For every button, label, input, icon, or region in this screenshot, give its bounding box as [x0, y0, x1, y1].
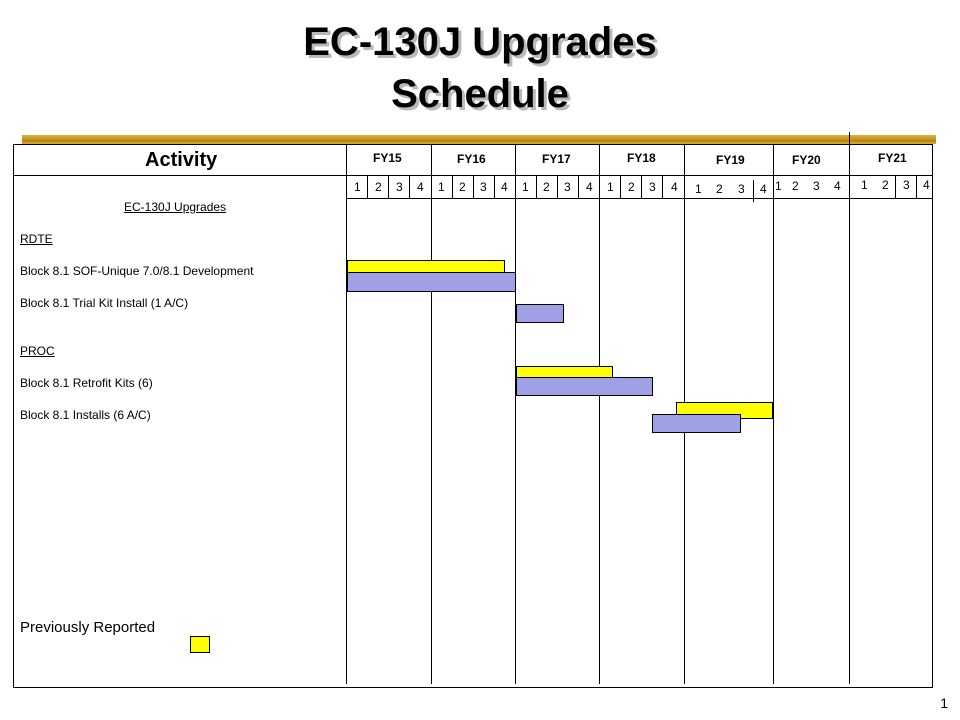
rdte-heading: RDTE [20, 232, 53, 246]
row-block81-trial-kit: Block 8.1 Trial Kit Install (1 A/C) [20, 296, 189, 310]
schedule-frame [13, 144, 933, 688]
quarter-label: 4 [417, 180, 424, 194]
page-subtitle: Schedule [391, 72, 569, 116]
quarter-label: 3 [813, 179, 820, 193]
header-divider [13, 175, 346, 176]
fy-label: FY16 [457, 152, 486, 166]
fy-divider [431, 144, 432, 684]
quarter-label: 2 [543, 180, 550, 194]
fy-label: FY17 [542, 152, 571, 166]
activity-header: Activity [145, 149, 218, 171]
row-block81-installs: Block 8.1 Installs (6 A/C) [20, 408, 151, 422]
quarter-divider [916, 176, 917, 198]
fy-divider [515, 144, 516, 684]
quarter-divider [536, 176, 537, 198]
quarter-label: 3 [738, 182, 745, 196]
title-divider-shadow [22, 142, 936, 144]
quarter-label: 2 [792, 179, 799, 193]
current-bar-retrofit-kits [516, 377, 653, 396]
quarter-label: 3 [396, 180, 403, 194]
fy-label: FY19 [716, 153, 745, 167]
quarter-row-divider [346, 198, 933, 199]
fy-divider [849, 132, 850, 684]
quarter-divider [895, 176, 896, 198]
quarter-label: 1 [861, 178, 868, 192]
fy-divider [599, 144, 600, 684]
quarter-divider [473, 176, 474, 198]
quarter-divider [367, 176, 368, 198]
section-title: EC-130J Upgrades [124, 200, 227, 214]
quarter-label: 2 [375, 180, 382, 194]
quarter-label: 2 [882, 178, 889, 192]
quarter-divider [388, 176, 389, 198]
legend-label: Previously Reported [20, 619, 156, 636]
quarter-label: 3 [903, 178, 910, 192]
quarter-label: 4 [671, 180, 678, 194]
quarter-divider [620, 176, 621, 198]
fy-label: FY15 [373, 151, 402, 165]
current-bar-installs [652, 414, 741, 433]
quarter-label: 4 [586, 180, 593, 194]
quarter-label: 4 [501, 180, 508, 194]
quarter-divider [409, 176, 410, 198]
activity-column-divider [346, 144, 347, 684]
quarter-divider [641, 176, 642, 198]
quarter-label: 1 [775, 179, 782, 193]
page-number: 1 [940, 695, 948, 711]
quarter-divider [578, 176, 579, 198]
quarter-divider [753, 180, 754, 202]
fy-divider [773, 144, 774, 684]
fy-header-divider [346, 175, 933, 176]
quarter-label: 1 [354, 180, 361, 194]
page-title: EC-130J Upgrades [303, 20, 657, 64]
quarter-label: 1 [695, 182, 702, 196]
row-block81-retrofit-kits: Block 8.1 Retrofit Kits (6) [20, 376, 153, 390]
quarter-label: 1 [607, 180, 614, 194]
quarter-label: 3 [564, 180, 571, 194]
quarter-divider [494, 176, 495, 198]
quarter-label: 1 [438, 180, 445, 194]
fy-label: FY18 [627, 151, 656, 165]
quarter-label: 3 [480, 180, 487, 194]
quarter-divider [662, 176, 663, 198]
quarter-divider [452, 176, 453, 198]
current-bar-development [347, 272, 516, 292]
row-block81-development: Block 8.1 SOF-Unique 7.0/8.1 Development [20, 264, 254, 278]
fy-label: FY20 [792, 153, 821, 167]
quarter-label: 4 [834, 179, 841, 193]
proc-heading: PROC [20, 344, 55, 358]
quarter-label: 2 [459, 180, 466, 194]
quarter-label: 2 [716, 182, 723, 196]
title-divider [22, 135, 936, 142]
quarter-divider [557, 176, 558, 198]
quarter-label: 1 [522, 180, 529, 194]
fy-label: FY21 [878, 151, 907, 165]
quarter-label: 2 [628, 180, 635, 194]
quarter-label: 3 [649, 180, 656, 194]
current-bar-trial-kit [516, 304, 564, 323]
legend-swatch-previously-reported [190, 636, 210, 653]
quarter-label: 4 [923, 178, 930, 192]
quarter-label: 4 [760, 182, 767, 196]
